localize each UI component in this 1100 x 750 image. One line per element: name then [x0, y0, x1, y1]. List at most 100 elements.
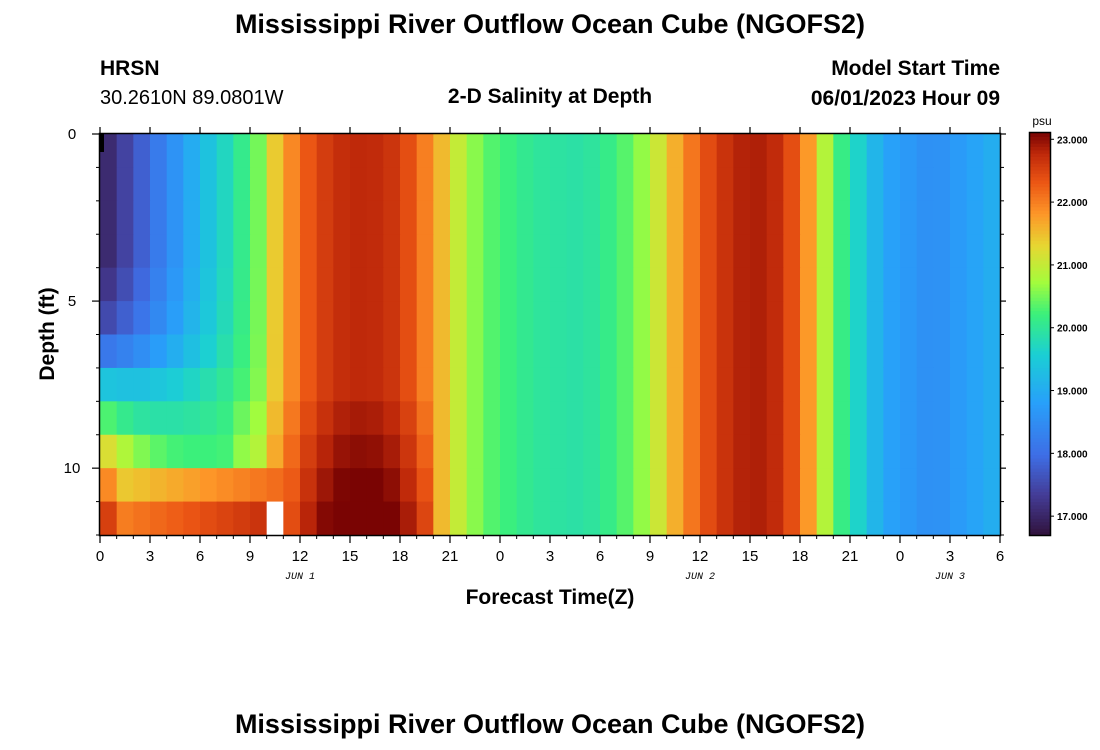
heatmap-cell	[600, 234, 618, 269]
heatmap-cell	[600, 401, 618, 436]
heatmap-cell	[850, 367, 868, 402]
heatmap-cell	[550, 367, 568, 402]
heatmap-cell	[866, 267, 884, 302]
heatmap-cell	[683, 367, 701, 402]
heatmap-cell	[850, 301, 868, 336]
heatmap-cell	[900, 367, 918, 402]
heatmap-cell	[633, 234, 651, 269]
colorbar-segment	[1030, 146, 1050, 151]
heatmap-cell	[283, 167, 301, 202]
colorbar-segment	[1030, 189, 1050, 194]
heatmap-cell	[666, 434, 684, 469]
heatmap-cell	[433, 301, 451, 336]
heatmap-cell	[750, 200, 768, 235]
heatmap-cell	[316, 301, 334, 336]
date-label: JUN 3	[935, 572, 965, 583]
colorbar-segment	[1030, 474, 1050, 479]
heatmap-cell	[250, 167, 268, 202]
heatmap-cell	[916, 468, 934, 503]
heatmap-cell	[616, 434, 634, 469]
heatmap-cell	[783, 234, 801, 269]
colorbar-segment	[1030, 267, 1050, 271]
heatmap-cell	[616, 134, 634, 169]
heatmap-cell	[866, 401, 884, 436]
heatmap-cell	[116, 434, 134, 469]
heatmap-cell	[516, 501, 534, 536]
heatmap-cell	[416, 301, 434, 336]
heatmap-cell	[966, 134, 984, 169]
heatmap-cell	[250, 234, 268, 269]
heatmap-cell	[166, 167, 184, 202]
heatmap-cell	[400, 334, 418, 369]
heatmap-cell	[233, 334, 251, 369]
colorbar-segment	[1030, 283, 1050, 288]
heatmap-cell	[983, 367, 1001, 402]
heatmap-cell	[200, 334, 218, 369]
heatmap-cell	[883, 434, 901, 469]
colorbar-segment	[1030, 173, 1050, 178]
heatmap-cell	[583, 334, 601, 369]
heatmap-cell	[433, 434, 451, 469]
heatmap-cell	[400, 301, 418, 336]
heatmap-cell	[883, 367, 901, 402]
heatmap-cell	[116, 501, 134, 536]
heatmap-cell	[200, 501, 218, 536]
heatmap-cell	[633, 468, 651, 503]
colorbar-segment	[1030, 357, 1050, 362]
heatmap-cell	[966, 334, 984, 369]
heatmap-cell	[900, 501, 918, 536]
heatmap-cell	[766, 234, 784, 269]
heatmap-cell	[316, 167, 334, 202]
heatmap-cell	[833, 468, 851, 503]
heatmap-cell	[566, 267, 584, 302]
colorbar-tick-label: 23.000	[1057, 135, 1088, 146]
heatmap-cell	[933, 401, 951, 436]
footer-title: Mississippi River Outflow Ocean Cube (NG…	[234, 709, 866, 739]
model-start-label: Model Start Time	[831, 57, 1000, 80]
heatmap-cell	[250, 434, 268, 469]
heatmap-cell	[816, 200, 834, 235]
heatmap-cell	[516, 167, 534, 202]
colorbar-segment	[1030, 478, 1050, 482]
heatmap-cell	[600, 267, 618, 302]
colorbar-segment	[1030, 394, 1050, 399]
heatmap-cell	[200, 134, 218, 169]
heatmap-cell	[116, 367, 134, 402]
heatmap-cell	[250, 401, 268, 436]
heatmap-cell	[933, 334, 951, 369]
heatmap-cell	[500, 434, 518, 469]
heatmap-cell	[950, 301, 968, 336]
heatmap-cell	[333, 134, 351, 169]
heatmap-cell	[416, 134, 434, 169]
heatmap-cell	[466, 434, 484, 469]
heatmap-cell	[583, 200, 601, 235]
origin-marker	[100, 134, 104, 152]
heatmap-cell	[266, 501, 284, 536]
heatmap-cell	[233, 167, 251, 202]
heatmap-cell	[900, 267, 918, 302]
heatmap-cell	[866, 501, 884, 536]
heatmap-cell	[800, 267, 818, 302]
heatmap-cell	[350, 468, 368, 503]
heatmap-cell	[600, 367, 618, 402]
colorbar-segment	[1030, 143, 1050, 147]
heatmap-cell	[750, 134, 768, 169]
colorbar-tick-label: 17.000	[1057, 512, 1088, 523]
heatmap-cell	[900, 301, 918, 336]
heatmap-cell	[616, 167, 634, 202]
heatmap-cell	[766, 134, 784, 169]
heatmap-cell	[500, 401, 518, 436]
heatmap-cell	[383, 167, 401, 202]
heatmap-cell	[583, 401, 601, 436]
heatmap-cell	[483, 334, 501, 369]
heatmap-cell	[300, 367, 318, 402]
colorbar-segment	[1030, 203, 1050, 208]
heatmap-cell	[550, 167, 568, 202]
colorbar-segment	[1030, 494, 1050, 499]
heatmap-cell	[783, 501, 801, 536]
heatmap-cell	[133, 501, 151, 536]
colorbar-segment	[1030, 303, 1050, 308]
heatmap-cell	[833, 267, 851, 302]
heatmap-cell	[566, 301, 584, 336]
heatmap-cell	[816, 434, 834, 469]
